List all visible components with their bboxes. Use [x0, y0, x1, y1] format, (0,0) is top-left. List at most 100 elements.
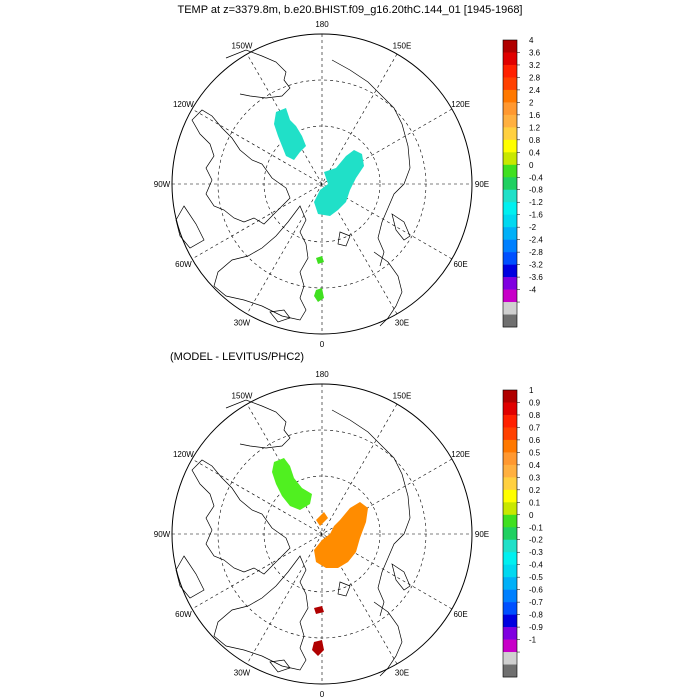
- longitude-label: 60W: [175, 610, 192, 619]
- coastline-svalbard: [337, 231, 351, 247]
- colorbar-swatch: [503, 177, 517, 191]
- longitude-label: 30W: [234, 669, 251, 678]
- panel-top: TEMP at z=3379.8m, b.e20.BHIST.f09_g16.2…: [154, 4, 544, 349]
- meridian: [246, 53, 398, 315]
- colorbar-swatch: [503, 114, 517, 128]
- longitude-label: 150W: [232, 41, 253, 50]
- meridian: [246, 403, 398, 665]
- colorbar-label: 1: [529, 386, 534, 395]
- anomaly-region-nordic-seas: [312, 640, 324, 656]
- colorbar-swatch: [503, 64, 517, 78]
- colorbar-frame: [502, 389, 518, 678]
- colorbar-swatch: [503, 664, 517, 678]
- colorbar-label: 0.4: [529, 148, 541, 157]
- colorbar-label: -0.3: [529, 548, 543, 557]
- anomaly-region-eurasian-basin: [314, 502, 368, 568]
- colorbar-swatch: [503, 189, 517, 203]
- colorbar-swatch: [503, 202, 517, 215]
- colorbar-swatch: [503, 564, 517, 578]
- panel-title: TEMP at z=3379.8m, b.e20.BHIST.f09_g16.2…: [177, 4, 522, 16]
- longitude-label: 0: [320, 340, 325, 349]
- colorbar-label: -1.6: [529, 211, 543, 220]
- colorbar-label: 0.7: [529, 423, 541, 432]
- colorbar-swatch: [503, 214, 517, 228]
- longitude-label: 120W: [173, 100, 194, 109]
- colorbar-label: -0.9: [529, 623, 543, 632]
- coastlines: [175, 399, 411, 677]
- colorbar-label: 2: [529, 98, 534, 107]
- colorbar-swatch: [503, 477, 517, 491]
- colorbar-swatch: [503, 289, 517, 303]
- polar-map: 180 150E 120E 90E 60E 30E 0 30W 60W 90W 120W 150W: [154, 20, 489, 349]
- colorbar-swatch: [503, 52, 517, 66]
- colorbar-swatch: [503, 577, 517, 590]
- colorbar-swatch: [503, 627, 517, 640]
- longitude-label: 90E: [475, 530, 489, 539]
- colorbar-swatch: [503, 427, 517, 441]
- colorbar-swatch: [503, 139, 517, 153]
- colorbar-swatch: [503, 77, 517, 91]
- panel-title: (MODEL - LEVITUS/PHC2): [170, 351, 304, 363]
- colorbar-label: -1.2: [529, 198, 543, 207]
- colorbar-label: -3.6: [529, 273, 543, 282]
- anomaly-region-eurasian-basin: [314, 150, 364, 216]
- longitude-label: 180: [315, 20, 329, 29]
- colorbar-swatch: [503, 414, 517, 428]
- colorbar-swatch: [503, 589, 517, 603]
- colorbar-label: -0.8: [529, 611, 543, 620]
- longitude-label: 60W: [175, 260, 192, 269]
- coastline-siberia: [331, 59, 411, 267]
- coastline-hudson-bay: [175, 555, 205, 599]
- colorbar-label: 0.8: [529, 136, 541, 145]
- anomaly-field: [272, 458, 368, 656]
- colorbar-label: -4: [529, 286, 537, 295]
- longitude-label: 120E: [451, 100, 470, 109]
- colorbar-swatch: [503, 527, 517, 541]
- longitude-label: 0: [320, 690, 325, 699]
- colorbar-label: -0.7: [529, 598, 543, 607]
- coastlines: [175, 49, 411, 327]
- colorbar-swatch: [503, 439, 517, 453]
- longitude-labels: 180 150E 120E 90E 60E 30E 0 30W 60W 90W 120W 150W: [154, 20, 489, 349]
- longitude-label: 120W: [173, 450, 194, 459]
- colorbar-swatch: [503, 314, 517, 328]
- anomaly-region-nordic-seas: [314, 288, 324, 302]
- longitude-label: 150E: [393, 41, 412, 50]
- colorbar-swatch: [503, 464, 517, 478]
- colorbar-label: 0.5: [529, 448, 541, 457]
- colorbar-swatch: [503, 539, 517, 553]
- colorbar-label: 2.8: [529, 73, 541, 82]
- colorbar-swatch: [503, 402, 517, 416]
- colorbar-swatch: [503, 252, 517, 265]
- coastline-alaska: [225, 399, 291, 449]
- colorbar-label: -3.2: [529, 261, 543, 270]
- colorbar-label: 0.6: [529, 436, 541, 445]
- longitude-label: 180: [315, 370, 329, 379]
- coastline-novaya-zemlya: [391, 213, 411, 241]
- colorbar-swatch: [503, 239, 517, 253]
- colorbar-label: 0.2: [529, 486, 541, 495]
- longitude-label: 30E: [395, 669, 409, 678]
- longitude-label: 120E: [451, 450, 470, 459]
- coastline-alaska: [225, 49, 291, 99]
- longitude-label: 150W: [232, 391, 253, 400]
- longitude-label: 150E: [393, 391, 412, 400]
- longitude-label: 60E: [453, 260, 467, 269]
- colorbar-label: 3.2: [529, 61, 541, 70]
- colorbar-swatch: [503, 127, 517, 141]
- panel-bottom: (MODEL - LEVITUS/PHC2): [154, 351, 544, 699]
- anomaly-region-canada-basin: [272, 458, 312, 510]
- colorbar-swatch: [503, 302, 517, 315]
- colorbar-swatch: [503, 390, 517, 403]
- colorbar-label: 2.4: [529, 86, 541, 95]
- colorbar-swatch: [503, 639, 517, 653]
- coastline-scandinavia: [373, 251, 403, 327]
- colorbar: 4 3.6 3.2 2.8 2.4 2 1.6 1.2 0.8 0.4 0 -0.4 -0.8 -1.2 -…: [502, 36, 543, 328]
- colorbar-swatch: [503, 264, 517, 278]
- longitude-labels: 180 150E 120E 90E 60E 30E 0 30W 60W 90W 120W 150W: [154, 370, 489, 699]
- colorbar-swatch: [503, 277, 517, 290]
- colorbar-label: 1.2: [529, 123, 541, 132]
- anomaly-region-canada-basin: [274, 108, 306, 160]
- colorbar-label: -0.2: [529, 536, 543, 545]
